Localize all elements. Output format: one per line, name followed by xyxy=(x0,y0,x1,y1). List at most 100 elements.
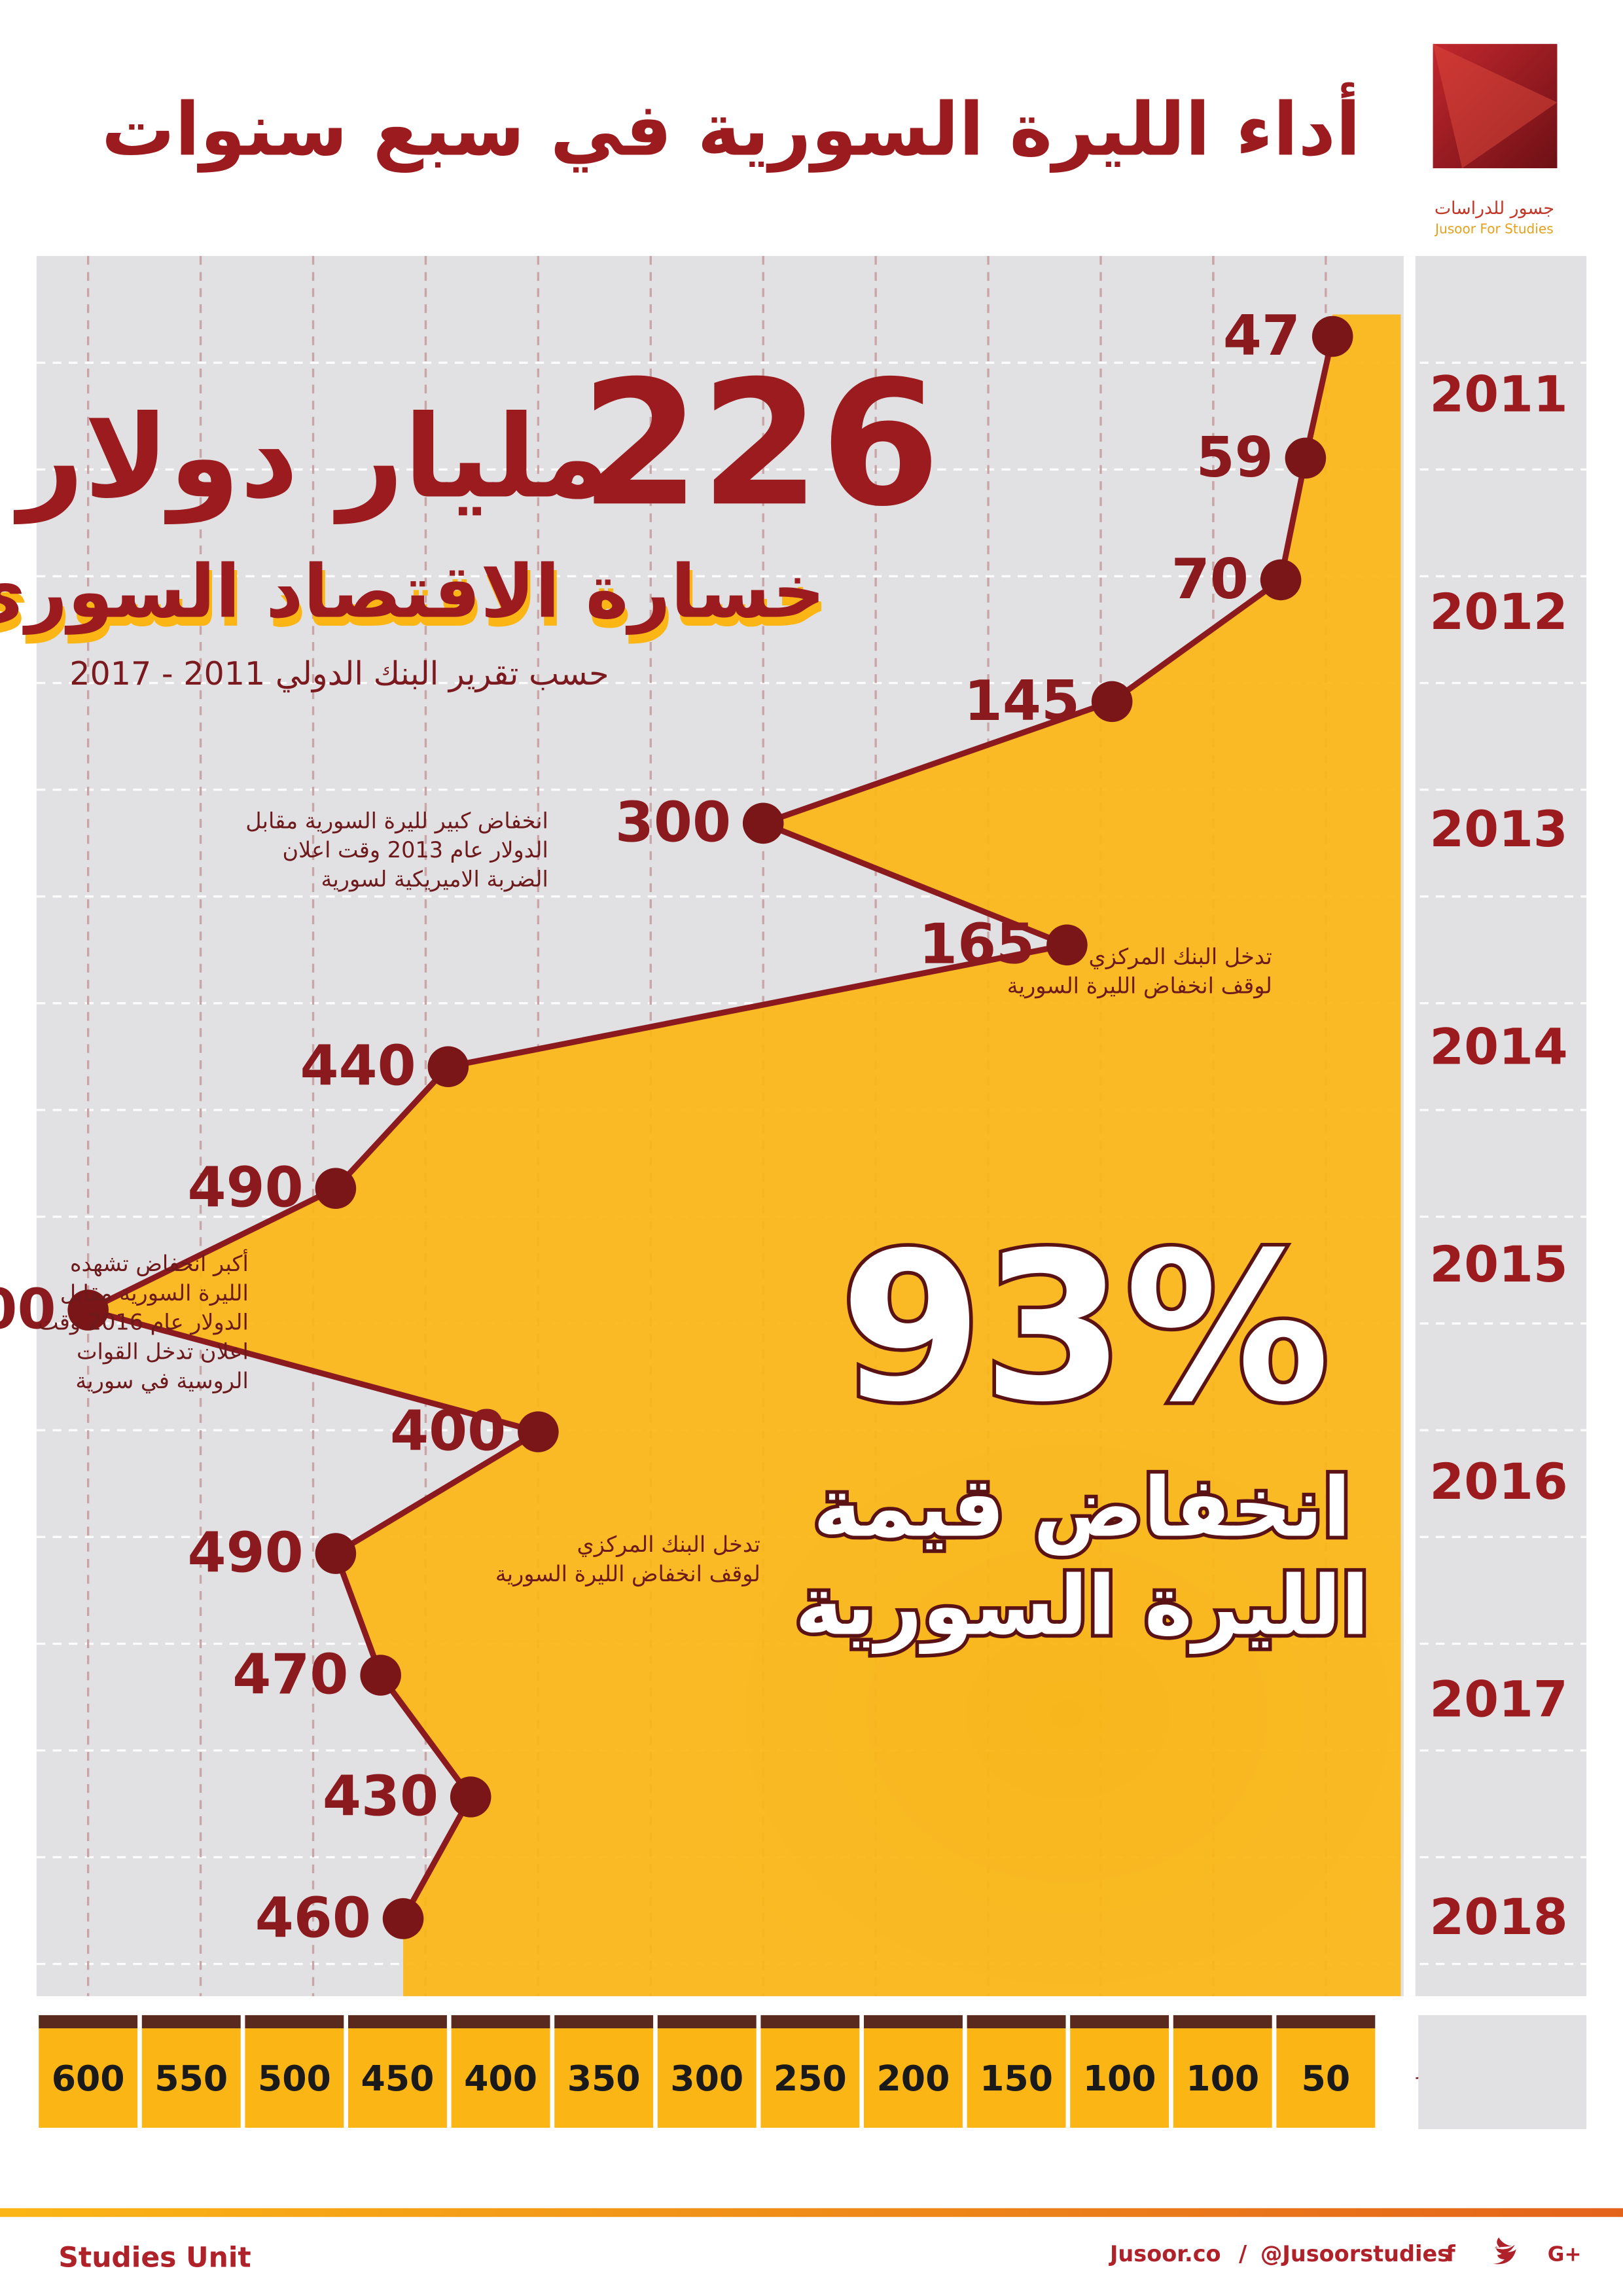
year-label: 2017 xyxy=(1429,1670,1567,1728)
annotation: الروسية في سورية xyxy=(75,1368,248,1393)
axis-cell-top xyxy=(967,2015,1066,2029)
data-point xyxy=(360,1655,401,1696)
data-point xyxy=(315,1533,357,1574)
annotation: اعلان تدخل القوات xyxy=(77,1338,249,1364)
data-point xyxy=(1285,437,1327,479)
annotation: الدولار عام 2016 وقت xyxy=(38,1310,249,1335)
axis-cell xyxy=(348,2028,447,2128)
annotation: تدخل البنك المركزي xyxy=(577,1532,760,1557)
x-tick-label: 100 xyxy=(1083,2058,1156,2099)
axis-cell-top xyxy=(1276,2015,1376,2029)
logo-english: Jusoor For Studies xyxy=(1434,221,1554,236)
data-point xyxy=(315,1168,357,1209)
data-label: 400 xyxy=(390,1399,506,1464)
axis-cell xyxy=(657,2028,757,2128)
axis-cell xyxy=(39,2028,138,2128)
x-tick-label: 550 xyxy=(154,2058,228,2099)
year-label: 2015 xyxy=(1429,1235,1567,1293)
year-label: 2014 xyxy=(1429,1017,1567,1075)
data-point xyxy=(450,1776,491,1818)
annotation: الدولار عام 2013 وقت اعلان xyxy=(282,837,548,863)
headline-unit: مليار دولار xyxy=(13,391,610,524)
x-tick-label: 250 xyxy=(774,2058,847,2099)
axis-cell xyxy=(141,2028,241,2128)
highlight-percent: 93% xyxy=(840,1209,1330,1447)
annotation: لوقف انخفاض الليرة السورية xyxy=(1007,973,1272,999)
axis-cell xyxy=(554,2028,654,2128)
data-label: 430 xyxy=(323,1764,438,1829)
axis-cell-top xyxy=(657,2015,757,2029)
data-point xyxy=(1046,924,1088,966)
axis-cell-top xyxy=(245,2015,344,2029)
headline-subtitle: خسارة الاقتصاد السوري xyxy=(0,549,825,634)
footer-rule xyxy=(0,2208,1623,2217)
axis-cell-top xyxy=(1070,2015,1169,2029)
annotation: الضربة الاميريكية لسورية xyxy=(321,867,548,892)
annotation: تدخل البنك المركزي xyxy=(1089,944,1272,969)
x-tick-label: 300 xyxy=(670,2058,743,2099)
axis-cell-top xyxy=(451,2015,550,2029)
axis-cell-top xyxy=(760,2015,860,2029)
data-label: 600 xyxy=(0,1278,56,1342)
data-point xyxy=(1260,559,1302,601)
data-label: 490 xyxy=(188,1520,304,1585)
data-label: 470 xyxy=(232,1642,348,1707)
google-plus-icon[interactable]: G+ xyxy=(1548,2242,1582,2266)
axis-cell xyxy=(864,2028,963,2128)
x-tick-label: 500 xyxy=(258,2058,331,2099)
data-line xyxy=(85,336,1336,1920)
area-fill xyxy=(88,314,1401,1996)
data-point xyxy=(67,1289,109,1331)
data-label: 59 xyxy=(1196,425,1274,490)
data-label: 47 xyxy=(1223,304,1300,368)
data-label: 165 xyxy=(919,912,1035,977)
footer-handle: @Jusoorstudies xyxy=(1260,2241,1450,2267)
axis-label-box xyxy=(1418,2015,1587,2130)
axis-cell xyxy=(1173,2028,1272,2128)
facebook-icon[interactable]: f xyxy=(1446,2241,1455,2267)
logo-facet xyxy=(1433,44,1558,169)
x-tick-label: 200 xyxy=(876,2058,950,2099)
data-point xyxy=(427,1046,469,1088)
axis-cell xyxy=(1070,2028,1169,2128)
axis-cell xyxy=(451,2028,550,2128)
axis-cell xyxy=(760,2028,860,2128)
highlight-line2: الليرة السورية xyxy=(794,1558,1369,1654)
footer-site: Jusoor.co xyxy=(1109,2241,1221,2267)
axis-cell-top xyxy=(864,2015,963,2029)
highlight-line1: انخفاض قيمة xyxy=(813,1460,1351,1556)
page-title: أداء الليرة السورية في سبع سنوات xyxy=(101,82,1361,173)
annotations: انخفاض كبير لليرة السورية مقابل الدولار ع… xyxy=(38,808,1272,1587)
data-label: 490 xyxy=(188,1156,304,1221)
x-tick-label: 450 xyxy=(361,2058,435,2099)
data-label: 460 xyxy=(255,1886,371,1950)
year-label: 2018 xyxy=(1429,1888,1567,1946)
axis-cell-top xyxy=(39,2015,138,2029)
data-point xyxy=(1311,315,1353,357)
footer-unit: Studies Unit xyxy=(58,2242,251,2274)
line-chart: 47 59 70 145 300 165 440 490 600 400 490 470 430 460 xyxy=(0,304,1401,1996)
annotation: انخفاض كبير لليرة السورية مقابل xyxy=(245,808,548,834)
data-point xyxy=(518,1411,559,1452)
axis-cell-top xyxy=(554,2015,654,2029)
footer-separator: / xyxy=(1239,2241,1247,2267)
data-label: 70 xyxy=(1171,547,1249,612)
axis-cell-top xyxy=(141,2015,241,2029)
axis-cell-top xyxy=(1173,2015,1272,2029)
x-tick-label: 150 xyxy=(980,2058,1053,2099)
annotation: لوقف انخفاض الليرة السورية xyxy=(495,1561,760,1587)
x-tick-label: 50 xyxy=(1302,2058,1351,2099)
year-label: 2016 xyxy=(1429,1452,1567,1511)
axis-cell-top xyxy=(348,2015,447,2029)
headline-amount: 226 xyxy=(580,344,940,545)
value-axis: 2011 2012 2013 2014 2015 2016 2017 2018 600 550 50… xyxy=(39,365,1586,2128)
year-label: 2013 xyxy=(1429,800,1567,858)
x-tick-label: 100 xyxy=(1186,2058,1259,2099)
x-tick-label: 600 xyxy=(52,2058,125,2099)
data-label: 145 xyxy=(964,669,1080,734)
axis-cell xyxy=(1276,2028,1376,2128)
headline-source: حسب تقرير البنك الدولي 2011 - 2017 xyxy=(69,655,609,692)
twitter-icon[interactable] xyxy=(1493,2237,1516,2265)
year-label: 2012 xyxy=(1429,583,1567,641)
